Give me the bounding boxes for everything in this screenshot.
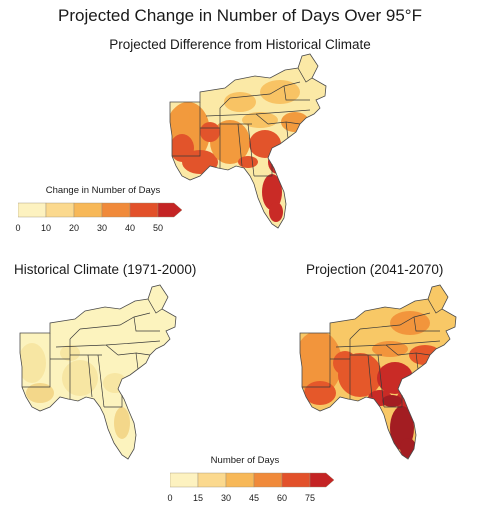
state-border	[377, 354, 385, 408]
state-border	[87, 354, 93, 398]
state-border	[415, 352, 431, 356]
main-title: Projected Change in Number of Days Over …	[58, 6, 422, 25]
map-region	[200, 122, 220, 142]
legend-tick-label: 30	[96, 223, 107, 233]
map-region	[20, 343, 46, 383]
state-border	[229, 81, 301, 99]
legend-tick-label: 30	[220, 493, 231, 503]
change-legend-bar	[18, 202, 183, 218]
state-border	[69, 328, 81, 340]
legend-tick-label: 20	[68, 223, 79, 233]
state-border	[385, 344, 399, 356]
historical-map	[19, 284, 177, 460]
state-border	[349, 328, 361, 340]
state-border	[172, 102, 201, 157]
state-border	[335, 340, 441, 348]
legend-swatch	[309, 472, 335, 488]
state-border	[255, 113, 269, 125]
map-region	[382, 395, 402, 407]
days-legend-title: Number of Days	[210, 455, 280, 466]
legend-tick-label: 15	[192, 493, 203, 503]
state-border	[205, 109, 311, 117]
state-border	[79, 312, 151, 330]
map-region	[224, 92, 256, 112]
legend-tick-label: 10	[40, 223, 51, 233]
state-border	[237, 123, 243, 167]
state-border	[283, 85, 310, 101]
map-region	[114, 407, 130, 439]
state-border	[413, 316, 440, 332]
projection-map-title: Projection (2041-2070)	[306, 262, 444, 277]
state-border	[297, 67, 313, 83]
map-region	[26, 383, 54, 403]
difference-map	[169, 53, 327, 229]
legend-swatch	[197, 472, 227, 488]
state-border	[302, 333, 331, 388]
days-legend-bar	[170, 472, 335, 488]
legend-swatch	[281, 472, 311, 488]
map-region	[260, 80, 300, 104]
state-border	[135, 352, 151, 356]
legend-tick-label: 40	[124, 223, 135, 233]
legend-swatch	[129, 202, 159, 218]
legend-tick-label: 45	[248, 493, 259, 503]
map-region	[409, 345, 441, 365]
map-region	[262, 174, 282, 210]
legend-tick-label: 60	[276, 493, 287, 503]
region-outline	[299, 284, 457, 460]
state-border	[359, 312, 431, 330]
legend-swatch	[73, 202, 103, 218]
state-border	[147, 298, 163, 314]
legend-swatch	[170, 472, 199, 488]
legend-swatch	[253, 472, 283, 488]
state-border	[22, 333, 51, 388]
legend-tick-label: 0	[15, 223, 21, 233]
map-region	[377, 362, 413, 394]
difference-map-title: Projected Difference from Historical Cli…	[109, 37, 371, 52]
region-outline	[169, 53, 327, 229]
state-border	[247, 123, 255, 177]
historical-map-title: Historical Climate (1971-2000)	[14, 262, 197, 277]
map-region	[249, 130, 281, 158]
legend-swatch	[157, 202, 183, 218]
map-region	[269, 202, 283, 222]
change-legend-title: Change in Number of Days	[45, 185, 161, 196]
map-region	[268, 150, 288, 174]
state-border	[254, 164, 273, 177]
legend-tick-label: 75	[304, 493, 315, 503]
state-border	[133, 316, 160, 332]
legend-tick-label: 50	[152, 223, 163, 233]
map-region	[333, 351, 357, 375]
state-border	[285, 121, 301, 125]
projection-map	[299, 284, 457, 460]
map-region	[170, 107, 190, 127]
state-border	[367, 354, 373, 398]
state-border	[105, 344, 119, 356]
map-region	[390, 311, 430, 335]
state-border	[384, 395, 403, 408]
legend-swatch	[101, 202, 131, 218]
legend-swatch	[225, 472, 255, 488]
map-region	[103, 373, 127, 393]
state-border	[55, 340, 161, 348]
state-border	[427, 298, 443, 314]
map-region	[62, 360, 98, 396]
legend-swatch	[18, 202, 47, 218]
state-border	[104, 395, 123, 408]
state-border	[219, 97, 231, 109]
legend-swatch	[45, 202, 75, 218]
region-outline	[19, 284, 177, 460]
legend-tick-label: 0	[167, 493, 173, 503]
state-border	[97, 354, 105, 408]
